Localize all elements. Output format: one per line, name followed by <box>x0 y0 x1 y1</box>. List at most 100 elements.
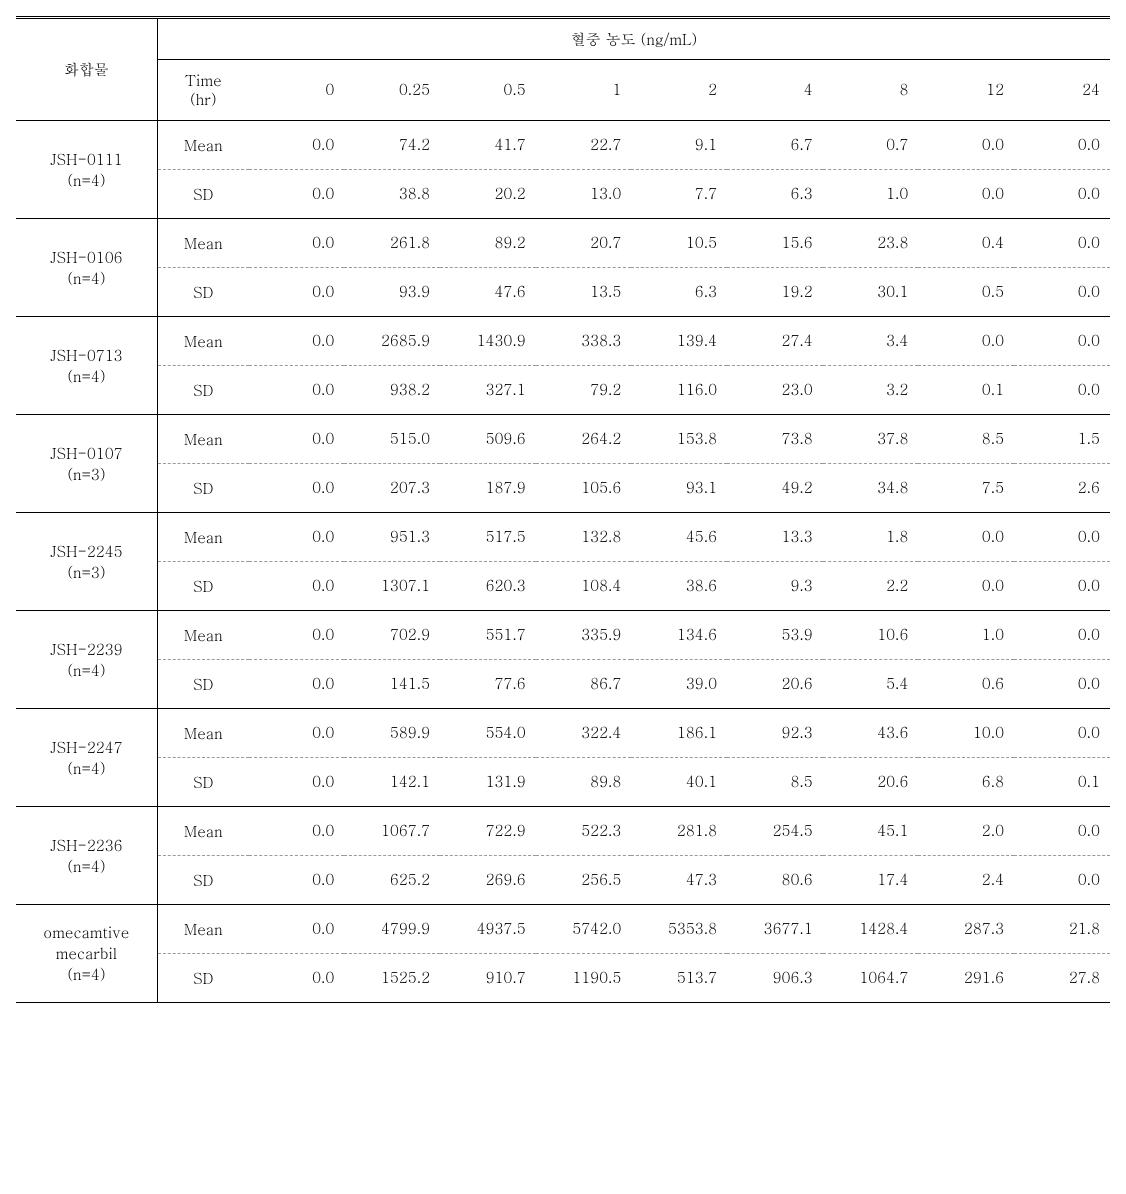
value-cell: 37.8 <box>823 415 919 464</box>
value-cell: 1430.9 <box>440 317 536 366</box>
stat-label-mean: Mean <box>157 905 248 954</box>
value-cell: 27.4 <box>727 317 823 366</box>
stat-label-sd: SD <box>157 170 248 219</box>
value-cell: 0.0 <box>249 219 345 268</box>
value-cell: 2685.9 <box>344 317 440 366</box>
compound-name: JSH-0106(n=4) <box>16 219 157 317</box>
value-cell: 105.6 <box>536 464 632 513</box>
value-cell: 43.6 <box>823 709 919 758</box>
value-cell: 10.5 <box>631 219 727 268</box>
value-cell: 39.0 <box>631 660 727 709</box>
value-cell: 910.7 <box>440 954 536 1003</box>
value-cell: 17.4 <box>823 856 919 905</box>
compound-name-line1: JSH-2245 <box>50 541 122 562</box>
value-cell: 517.5 <box>440 513 536 562</box>
compound-name-line2: (n=4) <box>67 170 105 191</box>
compound-name-line2: (n=4) <box>67 964 105 985</box>
value-cell: 0.0 <box>249 954 345 1003</box>
stat-label-mean: Mean <box>157 317 248 366</box>
table-row: omecamtive mecarbil(n=4)Mean0.04799.9493… <box>16 905 1110 954</box>
value-cell: 2.6 <box>1014 464 1110 513</box>
value-cell: 93.1 <box>631 464 727 513</box>
stat-label-sd: SD <box>157 758 248 807</box>
stat-label-sd: SD <box>157 660 248 709</box>
value-cell: 0.0 <box>249 758 345 807</box>
compound-name-line2: (n=3) <box>67 562 105 583</box>
table-row: JSH-2247(n=4)Mean0.0589.9554.0322.4186.1… <box>16 709 1110 758</box>
compound-name-line1: JSH-2239 <box>50 639 122 660</box>
table-row: JSH-2245(n=3)Mean0.0951.3517.5132.845.61… <box>16 513 1110 562</box>
value-cell: 207.3 <box>344 464 440 513</box>
value-cell: 8.5 <box>727 758 823 807</box>
value-cell: 0.0 <box>249 709 345 758</box>
value-cell: 1307.1 <box>344 562 440 611</box>
value-cell: 77.6 <box>440 660 536 709</box>
compound-name: JSH-2245(n=3) <box>16 513 157 611</box>
value-cell: 153.8 <box>631 415 727 464</box>
value-cell: 0.0 <box>918 513 1014 562</box>
header-timepoint: 4 <box>727 60 823 121</box>
value-cell: 2.2 <box>823 562 919 611</box>
concentration-table: 화합물 혈중 농도 (ng/mL) Time (hr) 0 0.25 0.5 1… <box>16 16 1110 1003</box>
value-cell: 0.0 <box>249 366 345 415</box>
value-cell: 0.0 <box>249 660 345 709</box>
value-cell: 625.2 <box>344 856 440 905</box>
value-cell: 8.5 <box>918 415 1014 464</box>
stat-label-mean: Mean <box>157 611 248 660</box>
value-cell: 73.8 <box>727 415 823 464</box>
compound-name: JSH-0107(n=3) <box>16 415 157 513</box>
compound-name-line1: JSH-0107 <box>50 443 122 464</box>
value-cell: 80.6 <box>727 856 823 905</box>
stat-label-mean: Mean <box>157 121 248 170</box>
table-row: SD0.0141.577.686.739.020.65.40.60.0 <box>16 660 1110 709</box>
value-cell: 0.1 <box>918 366 1014 415</box>
value-cell: 0.0 <box>918 562 1014 611</box>
value-cell: 0.0 <box>1014 807 1110 856</box>
value-cell: 34.8 <box>823 464 919 513</box>
compound-name-line1: JSH-0111 <box>50 149 122 170</box>
table-row: SD0.0938.2327.179.2116.023.03.20.10.0 <box>16 366 1110 415</box>
value-cell: 509.6 <box>440 415 536 464</box>
value-cell: 0.0 <box>249 856 345 905</box>
stat-label-mean: Mean <box>157 807 248 856</box>
value-cell: 322.4 <box>536 709 632 758</box>
compound-name-line1: JSH-2236 <box>50 835 122 856</box>
value-cell: 1.8 <box>823 513 919 562</box>
value-cell: 187.9 <box>440 464 536 513</box>
value-cell: 5.4 <box>823 660 919 709</box>
value-cell: 3.4 <box>823 317 919 366</box>
value-cell: 264.2 <box>536 415 632 464</box>
value-cell: 0.0 <box>249 121 345 170</box>
stat-label-mean: Mean <box>157 219 248 268</box>
table-row: JSH-2236(n=4)Mean0.01067.7722.9522.3281.… <box>16 807 1110 856</box>
value-cell: 6.8 <box>918 758 1014 807</box>
value-cell: 0.0 <box>1014 268 1110 317</box>
value-cell: 2.0 <box>918 807 1014 856</box>
value-cell: 134.6 <box>631 611 727 660</box>
value-cell: 47.6 <box>440 268 536 317</box>
value-cell: 702.9 <box>344 611 440 660</box>
table-row: JSH-2239(n=4)Mean0.0702.9551.7335.9134.6… <box>16 611 1110 660</box>
value-cell: 1064.7 <box>823 954 919 1003</box>
table-row: JSH-0111(n=4)Mean0.074.241.722.79.16.70.… <box>16 121 1110 170</box>
value-cell: 513.7 <box>631 954 727 1003</box>
value-cell: 0.0 <box>249 317 345 366</box>
value-cell: 4937.5 <box>440 905 536 954</box>
stat-label-sd: SD <box>157 268 248 317</box>
compound-name: JSH-2247(n=4) <box>16 709 157 807</box>
compound-name-line2: (n=4) <box>67 268 105 289</box>
compound-name: omecamtive mecarbil(n=4) <box>16 905 157 1003</box>
value-cell: 19.2 <box>727 268 823 317</box>
stat-label-sd: SD <box>157 856 248 905</box>
value-cell: 589.9 <box>344 709 440 758</box>
value-cell: 554.0 <box>440 709 536 758</box>
header-time-row: Time (hr) 0 0.25 0.5 1 2 4 8 12 24 <box>16 60 1110 121</box>
table-row: SD0.0142.1131.989.840.18.520.66.80.1 <box>16 758 1110 807</box>
value-cell: 1190.5 <box>536 954 632 1003</box>
value-cell: 3.2 <box>823 366 919 415</box>
header-compound: 화합물 <box>16 18 157 121</box>
value-cell: 0.5 <box>918 268 1014 317</box>
table-row: JSH-0107(n=3)Mean0.0515.0509.6264.2153.8… <box>16 415 1110 464</box>
value-cell: 0.0 <box>249 905 345 954</box>
value-cell: 20.6 <box>823 758 919 807</box>
